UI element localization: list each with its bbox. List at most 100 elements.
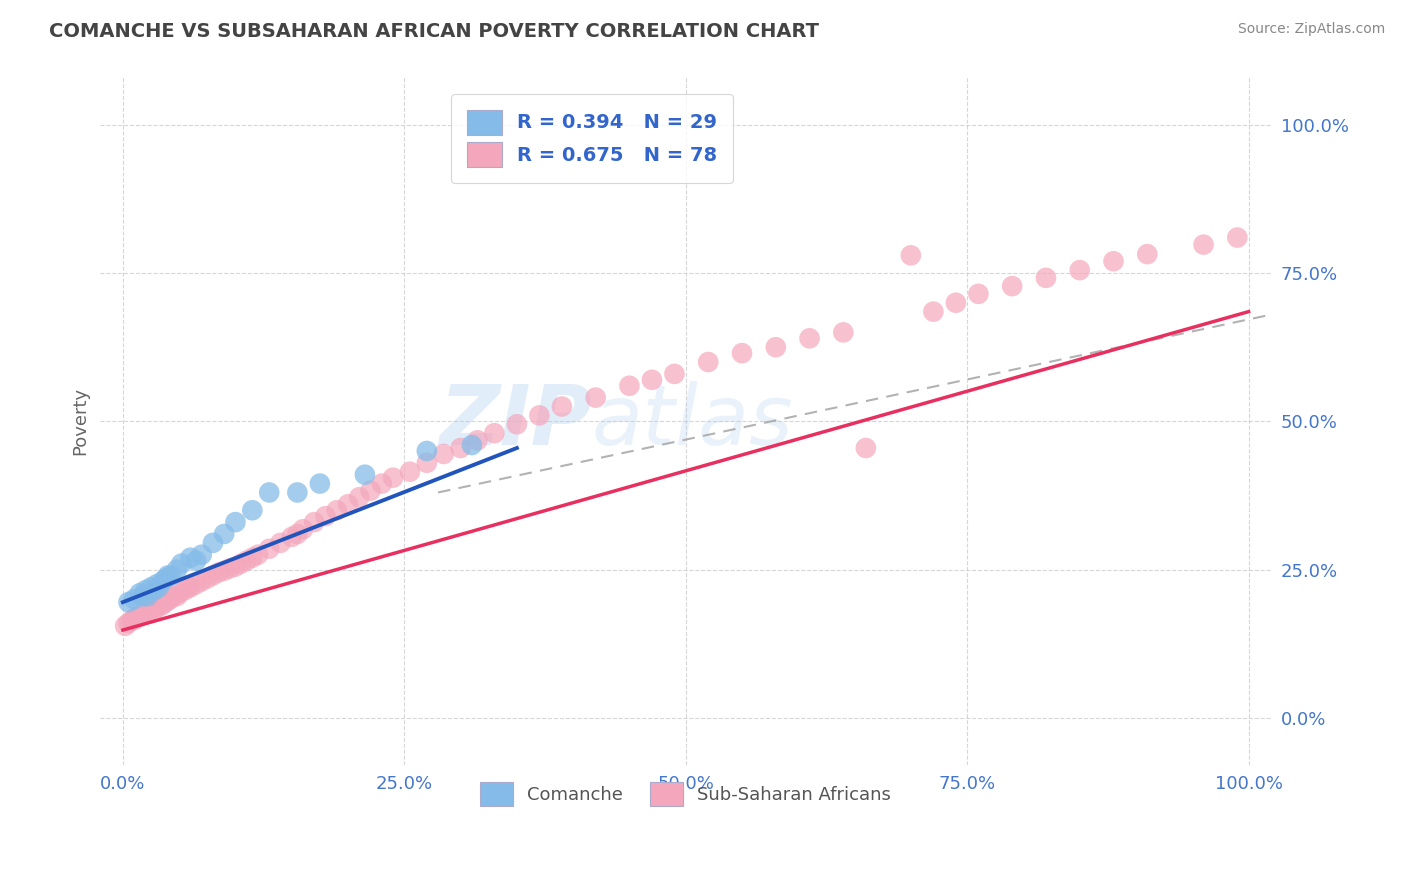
Point (155, 595, 177, 609)
Point (207, 566, 229, 580)
Point (349, 490, 371, 504)
Point (246, 548, 269, 562)
Point (450, 441, 472, 455)
Point (360, 483, 382, 498)
Point (240, 503, 263, 517)
Point (122, 613, 145, 627)
Point (136, 589, 159, 603)
Point (145, 601, 167, 615)
Point (166, 563, 188, 577)
Point (155, 571, 177, 585)
Point (150, 598, 173, 612)
Point (619, 378, 641, 392)
Point (121, 613, 143, 627)
Point (224, 559, 246, 574)
Point (337, 497, 360, 511)
Point (799, 331, 821, 345)
Point (117, 615, 139, 630)
Point (150, 574, 173, 589)
Point (128, 586, 150, 600)
Point (1226, 230, 1249, 244)
Point (433, 447, 456, 461)
Point (506, 417, 529, 432)
Point (697, 355, 720, 369)
Point (257, 485, 280, 500)
Point (382, 470, 405, 484)
Point (125, 610, 148, 624)
Point (416, 456, 439, 470)
Point (832, 326, 855, 340)
Point (184, 554, 207, 568)
Point (159, 592, 181, 607)
Point (156, 568, 179, 582)
Point (156, 593, 179, 607)
Point (291, 522, 314, 536)
Legend: Comanche, Sub-Saharan Africans: Comanche, Sub-Saharan Africans (471, 773, 900, 814)
Text: atlas: atlas (592, 381, 794, 462)
Text: ZIP: ZIP (440, 381, 592, 462)
Point (212, 564, 235, 578)
Point (201, 536, 224, 550)
Y-axis label: Poverty: Poverty (72, 387, 89, 456)
Point (529, 409, 551, 423)
Point (212, 527, 235, 541)
Point (1102, 254, 1125, 268)
Point (585, 391, 607, 405)
Point (240, 550, 263, 565)
Point (166, 589, 188, 603)
Point (285, 527, 308, 541)
Point (484, 426, 506, 441)
Point (269, 536, 291, 550)
Point (235, 554, 257, 568)
Point (173, 583, 195, 598)
Point (855, 441, 877, 455)
Point (224, 515, 246, 529)
Point (134, 583, 156, 598)
Point (145, 577, 167, 591)
Point (179, 550, 201, 565)
Point (257, 541, 280, 556)
Point (1136, 247, 1159, 261)
Point (167, 586, 190, 600)
Point (309, 476, 332, 491)
Point (229, 557, 252, 571)
Text: COMANCHE VS SUBSAHARAN AFRICAN POVERTY CORRELATION CHART: COMANCHE VS SUBSAHARAN AFRICAN POVERTY C… (49, 22, 820, 41)
Point (302, 515, 325, 529)
Point (148, 580, 170, 594)
Point (122, 592, 145, 607)
Point (160, 568, 183, 582)
Point (664, 367, 686, 381)
Point (132, 607, 155, 621)
Point (967, 286, 990, 301)
Point (179, 580, 201, 594)
Point (139, 580, 162, 594)
Point (170, 557, 193, 571)
Point (139, 601, 162, 615)
Point (399, 465, 422, 479)
Point (641, 373, 664, 387)
Point (114, 619, 136, 633)
Point (201, 568, 224, 582)
Point (134, 604, 156, 618)
Point (184, 577, 207, 591)
Point (143, 583, 166, 598)
Point (416, 444, 439, 458)
Point (190, 548, 212, 562)
Point (945, 295, 967, 310)
Point (117, 595, 139, 609)
Point (177, 580, 200, 594)
Point (280, 530, 302, 544)
Point (142, 604, 165, 618)
Point (190, 574, 212, 589)
Point (551, 400, 574, 414)
Point (731, 346, 754, 360)
Point (1069, 263, 1091, 277)
Text: Source: ZipAtlas.com: Source: ZipAtlas.com (1237, 22, 1385, 37)
Point (461, 438, 484, 452)
Point (132, 589, 155, 603)
Point (136, 607, 159, 621)
Point (900, 248, 922, 262)
Point (1035, 270, 1057, 285)
Point (354, 467, 377, 482)
Point (315, 509, 337, 524)
